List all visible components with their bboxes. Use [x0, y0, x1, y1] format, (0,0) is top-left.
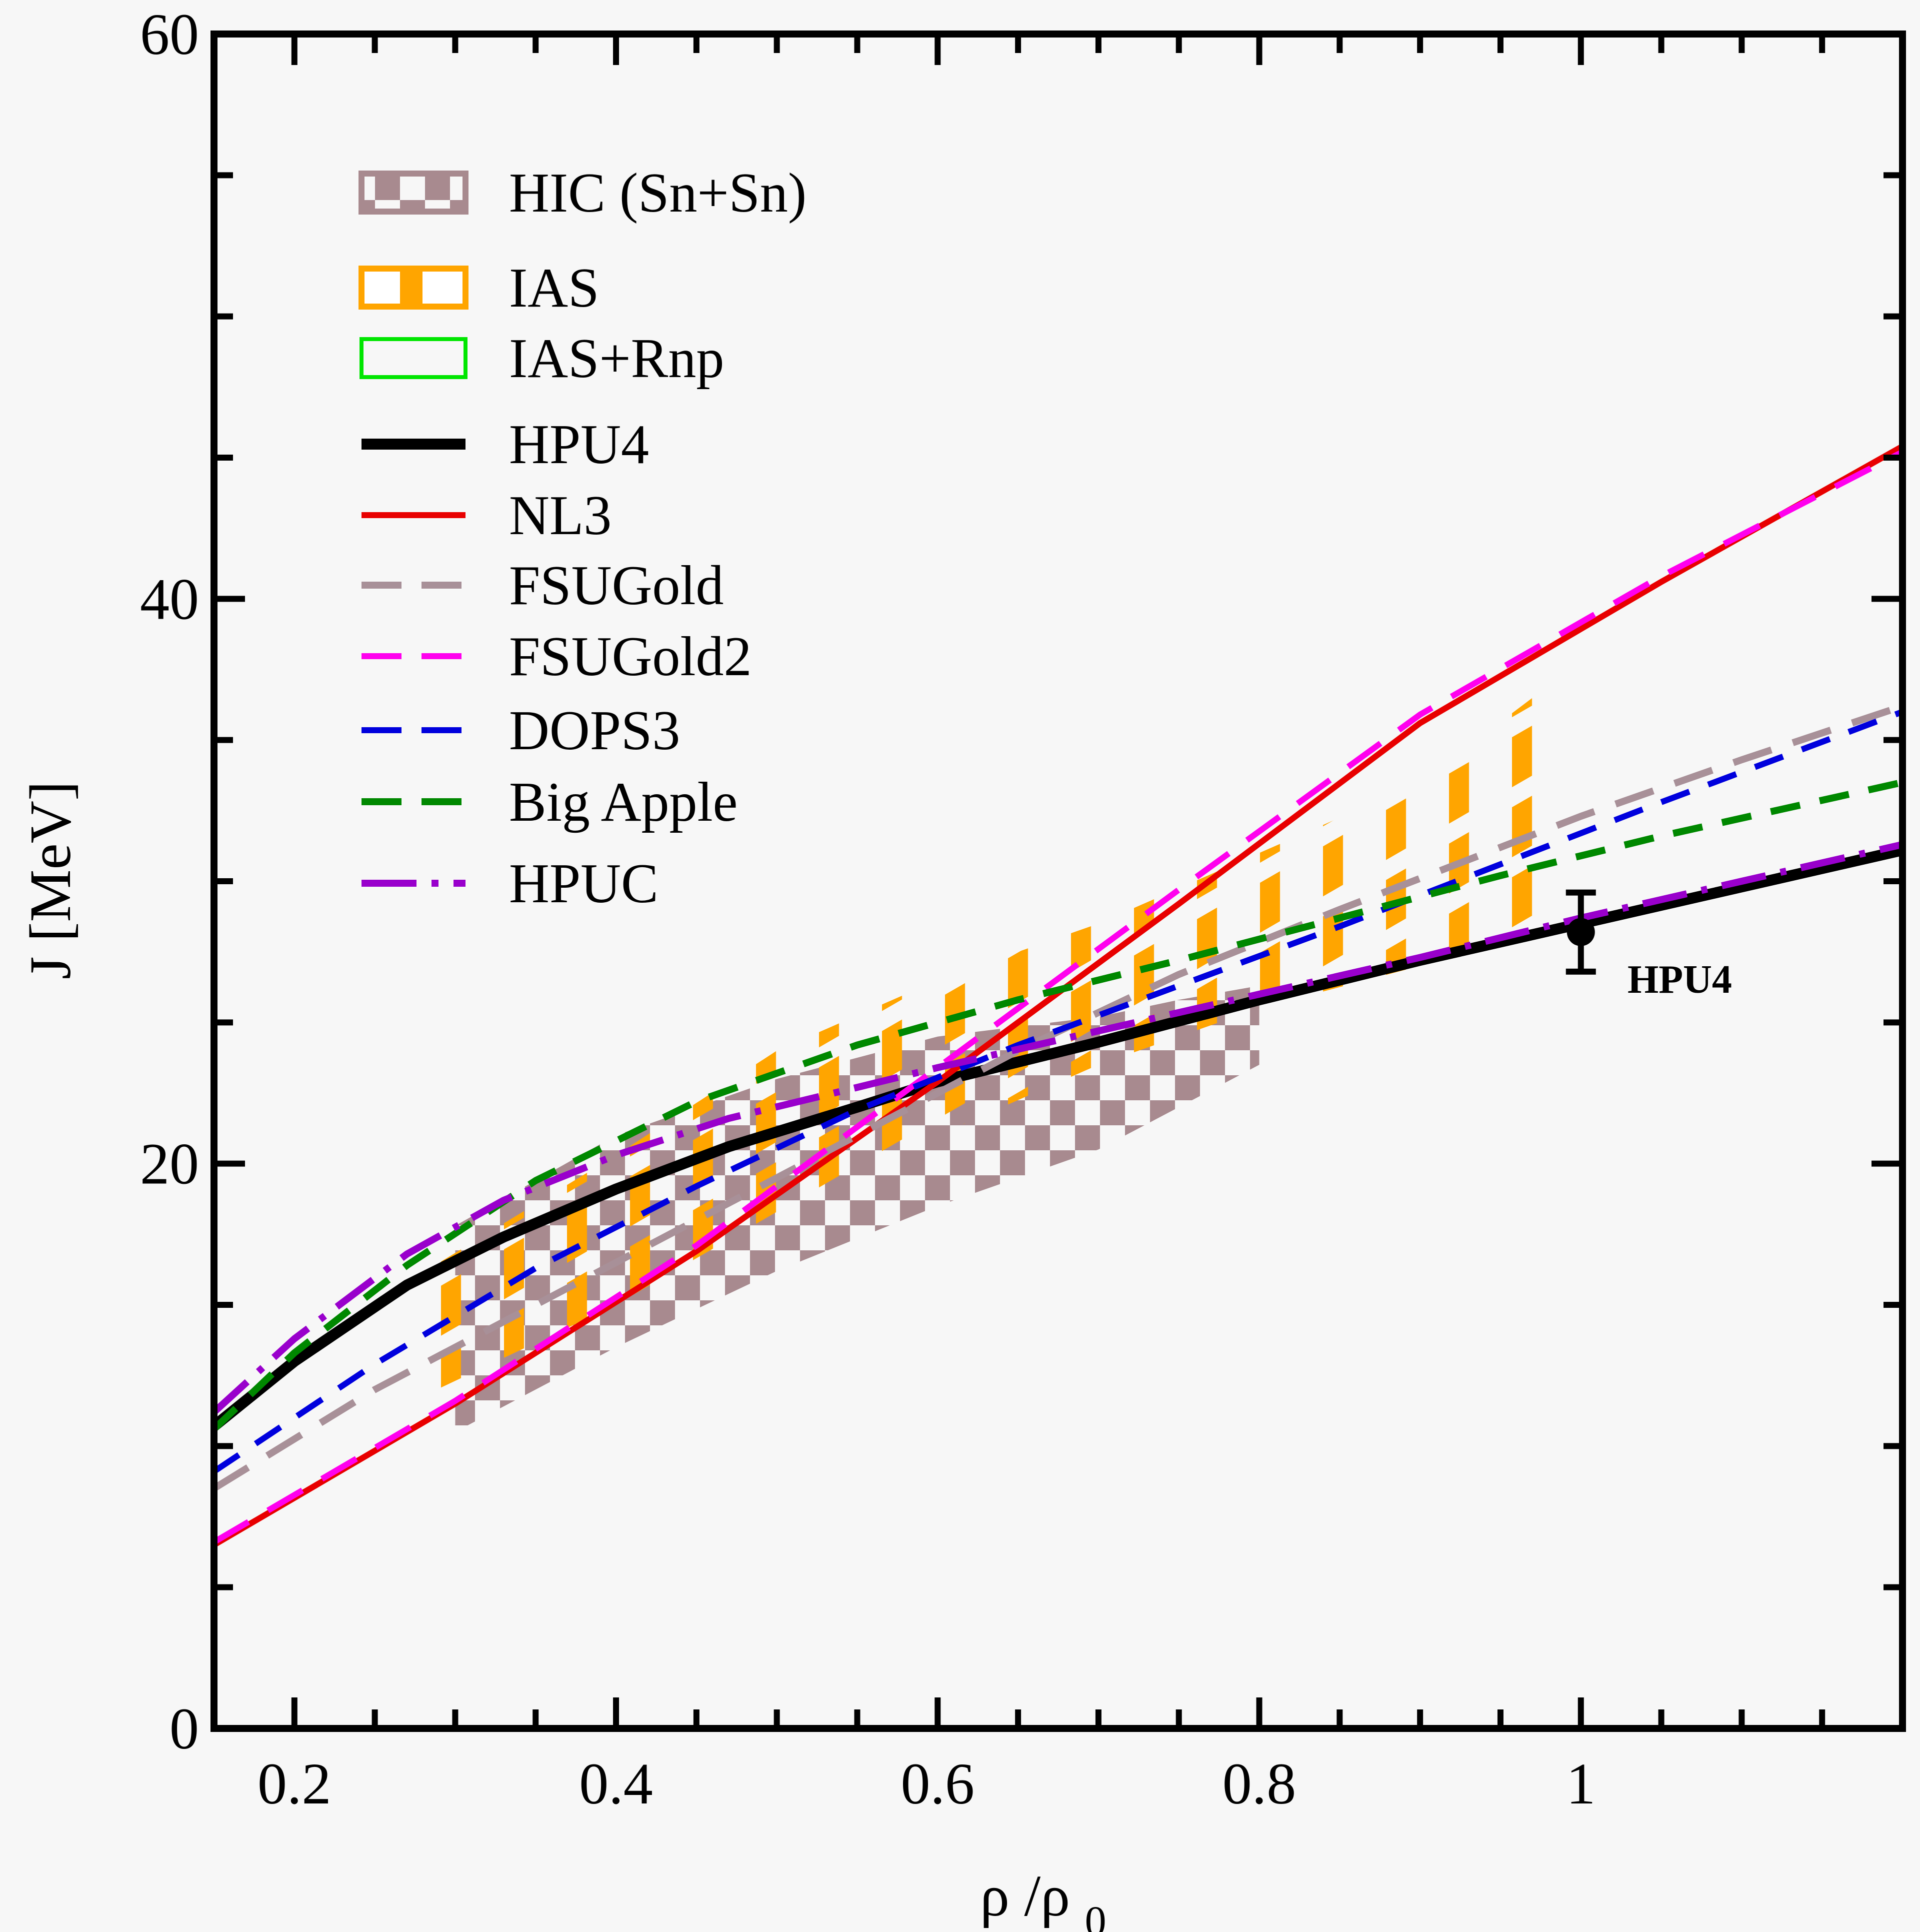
legend-label-ias: IAS — [509, 257, 599, 319]
y-axis-title: J [MeV] — [18, 781, 83, 980]
y-tick-label: 40 — [140, 566, 199, 632]
x-axis-title-subscript: 0 — [1085, 1897, 1106, 1932]
legend-label-nl3: NL3 — [509, 485, 612, 547]
legend-label-hic-sn-sn: HIC (Sn+Sn) — [509, 162, 806, 224]
series-line-hpuc — [214, 841, 1902, 1415]
legend-label-ias-rnp: IAS+Rnp — [509, 328, 724, 390]
y-tick-label: 0 — [170, 1696, 199, 1761]
legend-swatch-fill — [400, 269, 422, 307]
x-tick-label: 0.6 — [901, 1751, 975, 1816]
legend-label-big-apple: Big Apple — [509, 771, 738, 833]
x-tick-label: 0.8 — [1222, 1751, 1296, 1816]
y-tick-label: 20 — [140, 1131, 199, 1197]
x-axis-title: ρ /ρ 0 — [980, 1863, 1106, 1932]
plot-area — [214, 444, 1902, 1548]
legend-swatch-hic-sn-sn — [358, 171, 468, 215]
legend-label-hpu4: HPU4 — [509, 414, 649, 476]
y-tick-label: 60 — [140, 2, 199, 67]
bands-layer — [406, 697, 1533, 1432]
x-tick-label: 1 — [1566, 1751, 1596, 1816]
hpu4-error-bar — [1566, 889, 1596, 975]
series-line-fsugold2 — [214, 449, 1902, 1545]
series-line-big-apple — [214, 779, 1902, 1432]
error-bar-label: HPU4 — [1628, 958, 1732, 1002]
series-line-fsugold — [214, 703, 1902, 1491]
band-hic-sn-sn — [455, 985, 1260, 1432]
legend-label-fsugold2: FSUGold2 — [509, 626, 752, 688]
series-layer — [214, 444, 1902, 1548]
x-tick-label: 0.4 — [579, 1751, 653, 1816]
ticks-layer: 0.2 0.4 0.6 0.8 1 0 20 40 60 — [140, 2, 1906, 1816]
band-ias — [406, 697, 1533, 1404]
legend-label-hpuc: HPUC — [509, 853, 658, 915]
legend-label-fsugold: FSUGold — [509, 555, 724, 617]
series-line-dops3 — [214, 709, 1902, 1474]
x-axis-title-main: ρ /ρ — [980, 1863, 1070, 1928]
legend-label-dops3: DOPS3 — [509, 700, 680, 762]
legend-swatch-ias-rnp — [360, 337, 468, 379]
x-tick-label: 0.2 — [258, 1751, 332, 1816]
legend: HIC (Sn+Sn) IAS IAS+Rnp HPU4 NL3 FSUGold FSUGo… — [358, 162, 806, 915]
error-bar-point — [1566, 918, 1595, 946]
